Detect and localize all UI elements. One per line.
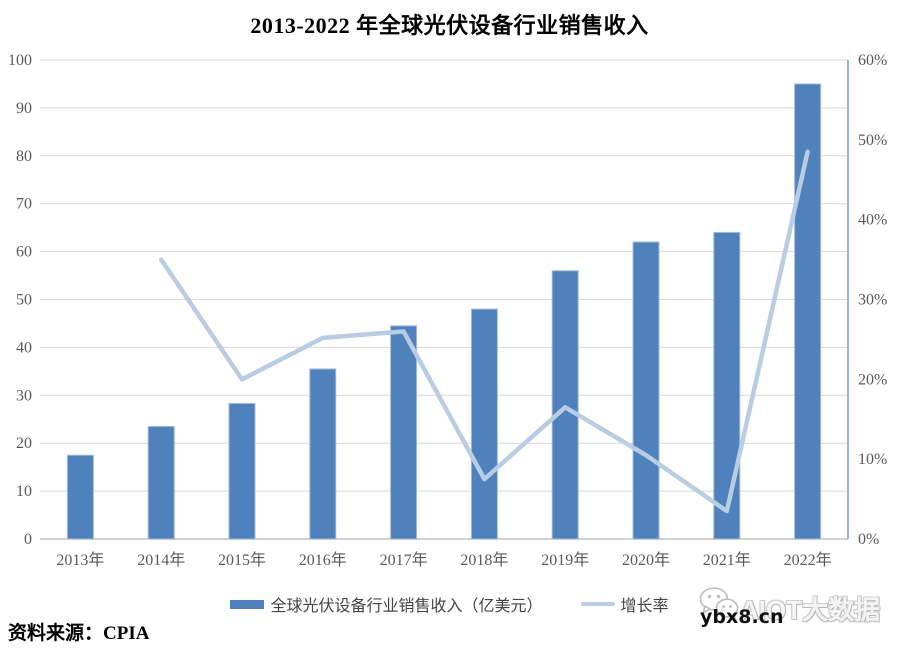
watermark-site-text: ybx8.cn [700, 606, 784, 628]
left-axis-tick-label: 90 [16, 100, 32, 117]
watermark-brand-text: AIOT大数据 [740, 595, 881, 625]
chart-title: 2013-2022 年全球光伏设备行业销售收入 [250, 13, 649, 38]
x-axis-label: 2014年 [137, 551, 185, 569]
x-axis-label: 2021年 [703, 551, 751, 569]
revenue-bar-2014年 [147, 425, 175, 540]
x-axis-label: 2020年 [622, 551, 670, 569]
x-axis-label: 2018年 [460, 551, 508, 569]
wechat-icon [699, 587, 739, 621]
revenue-bar-2020年 [632, 241, 660, 540]
x-axis-label: 2013年 [56, 551, 104, 569]
right-axis-tick-label: 10% [858, 451, 887, 468]
right-axis-tick-label: 20% [858, 371, 887, 388]
x-axis-label: 2019年 [541, 551, 589, 569]
left-axis-tick-label: 10 [16, 483, 32, 500]
legend-item-revenue: 全球光伏设备行业销售收入（亿美元） [230, 592, 543, 616]
chart-plot-area: 0 10 20 30 40 50 60 70 80 90 100 0% 10% 20% 30% 40% 50% 6… [8, 52, 887, 569]
revenue-bar-2013年 [66, 454, 94, 540]
x-axis-label: 2017年 [380, 551, 428, 569]
left-axis-tick-label: 60 [16, 244, 32, 261]
left-axis-tick-label: 0 [24, 531, 32, 548]
right-axis-tick-label: 40% [858, 212, 887, 229]
revenue-bar-2017年 [390, 325, 418, 540]
left-axis-tick-label: 80 [16, 148, 32, 165]
watermark: AIOT大数据 ybx8.cn [694, 584, 894, 639]
left-axis-tick-label: 70 [16, 196, 32, 213]
growth-legend-swatch [580, 602, 615, 606]
revenue-bar-2015年 [228, 402, 256, 540]
left-axis-tick-label: 50 [16, 292, 32, 309]
x-axis-label: 2022年 [784, 551, 832, 569]
chart-legend: 全球光伏设备行业销售收入（亿美元） 增长率 [0, 592, 899, 616]
x-axis-label: 2016年 [299, 551, 347, 569]
revenue-bar-2021年 [713, 231, 741, 540]
revenue-legend-label: 全球光伏设备行业销售收入（亿美元） [270, 598, 543, 615]
left-axis-tick-label: 40 [16, 339, 32, 356]
x-axis-label: 2015年 [218, 551, 266, 569]
left-axis-tick-label: 20 [16, 435, 32, 452]
right-axis-tick-label: 60% [858, 52, 887, 69]
revenue-bar-2018年 [470, 308, 498, 540]
growth-legend-label: 增长率 [620, 598, 669, 615]
revenue-bar-2016年 [309, 368, 337, 540]
revenue-legend-swatch [230, 599, 265, 609]
revenue-bar-2019年 [551, 270, 579, 540]
data-source-note: 资料来源：CPIA [8, 623, 150, 644]
right-axis-tick-label: 50% [858, 132, 887, 149]
legend-item-growth: 增长率 [580, 592, 669, 616]
growth-rate-line [158, 149, 810, 514]
left-axis-tick-label: 100 [8, 52, 32, 69]
right-axis-tick-label: 30% [858, 292, 887, 309]
left-axis-tick-label: 30 [16, 387, 32, 404]
right-axis-tick-label: 0% [858, 531, 879, 548]
